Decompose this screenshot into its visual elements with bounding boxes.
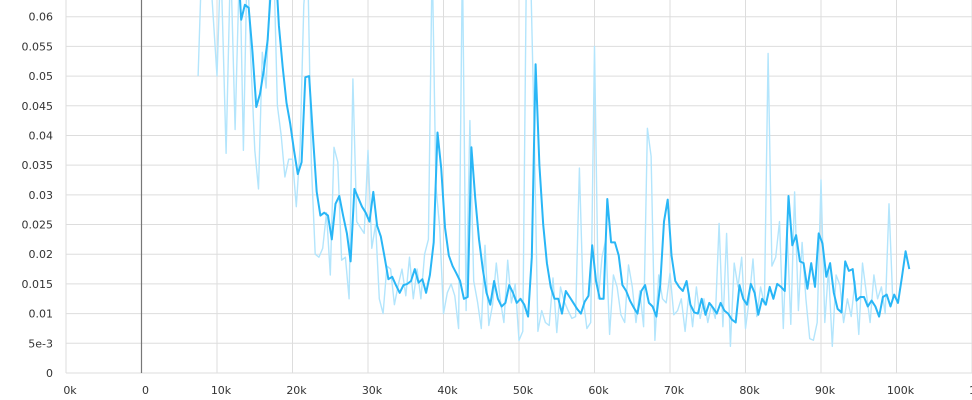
x-axis-tick-labels: 0k 0 10k 20k 30k 40k 50k 60k 70k 80k 90k 100k 11 bbox=[63, 384, 972, 397]
x-tick-label: 10k bbox=[211, 384, 232, 397]
y-tick-label: 5e-3 bbox=[28, 337, 53, 350]
x-tick-label: 30k bbox=[362, 384, 383, 397]
y-tick-label: 0 bbox=[46, 367, 53, 380]
x-tick-label: 70k bbox=[664, 384, 685, 397]
x-tick-label: 11 bbox=[969, 384, 972, 397]
x-tick-label: 0 bbox=[142, 384, 149, 397]
y-tick-label: 0.01 bbox=[29, 308, 54, 321]
y-tick-label: 0.015 bbox=[22, 278, 54, 291]
raw-series bbox=[197, 0, 894, 347]
x-tick-label: 80k bbox=[739, 384, 760, 397]
y-tick-label: 0.05 bbox=[29, 70, 54, 83]
raw-series-line bbox=[197, 0, 894, 347]
x-tick-label: 100k bbox=[887, 384, 915, 397]
smoothed-series bbox=[238, 0, 911, 324]
y-axis-tick-labels: 0 5e-3 0.01 0.015 0.02 0.025 0.03 0.035 0.04 0.04… bbox=[22, 11, 54, 380]
gridlines bbox=[65, 0, 972, 374]
y-tick-label: 0.04 bbox=[29, 129, 54, 142]
y-tick-label: 0.03 bbox=[29, 189, 54, 202]
y-tick-label: 0.02 bbox=[29, 248, 54, 261]
y-tick-label: 0.045 bbox=[22, 100, 54, 113]
x-tick-label: 60k bbox=[588, 384, 609, 397]
y-tick-label: 0.055 bbox=[22, 40, 54, 53]
y-tick-label: 0.06 bbox=[29, 11, 54, 24]
x-tick-label: 50k bbox=[513, 384, 534, 397]
x-tick-label: 0k bbox=[63, 384, 77, 397]
y-tick-label: 0.025 bbox=[22, 219, 54, 232]
x-tick-label: 40k bbox=[437, 384, 458, 397]
y-tick-label: 0.035 bbox=[22, 159, 54, 172]
smoothed-series-line bbox=[238, 0, 911, 324]
x-tick-label: 90k bbox=[815, 384, 836, 397]
x-tick-label: 20k bbox=[286, 384, 307, 397]
